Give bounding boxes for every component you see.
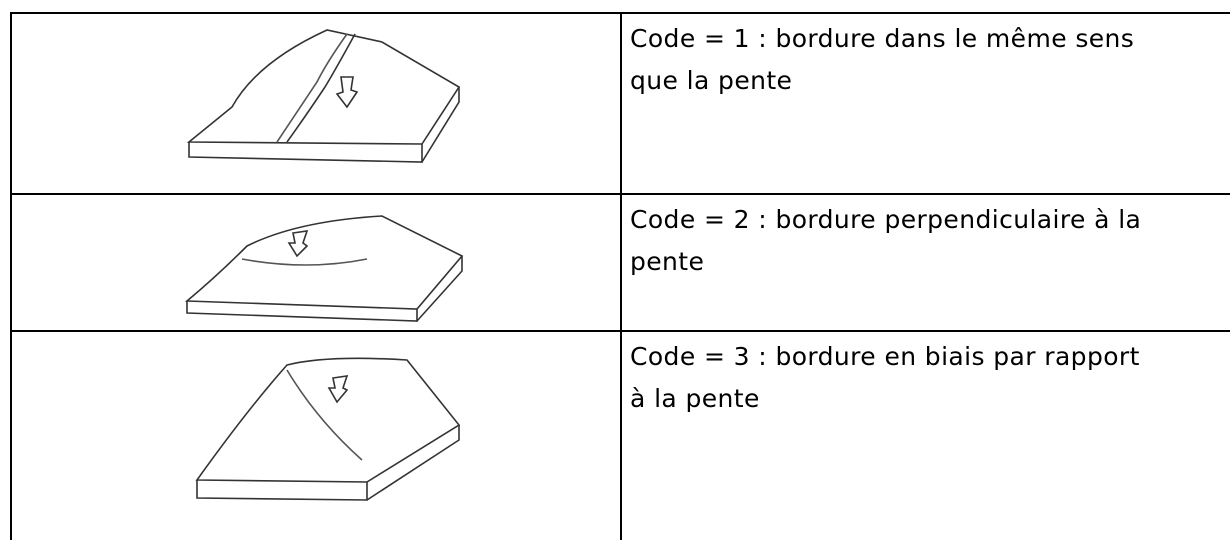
cell-text: pente	[630, 247, 705, 276]
cell-text: Code = 3 : bordure en biais par rapport	[630, 342, 1140, 371]
cell-text: Code = 2 : bordure perpendiculaire à la	[630, 205, 1142, 234]
cell-text: Code = 1 : bordure dans le même sens	[630, 24, 1135, 53]
text-cell: Code = 1 : bordure dans le même sens que…	[630, 18, 1230, 102]
table-row: Code = 3 : bordure en biais par rapport …	[10, 330, 1230, 540]
text-cell: Code = 3 : bordure en biais par rapport …	[630, 336, 1230, 420]
text-cell: Code = 2 : bordure perpendiculaire à la …	[630, 199, 1230, 283]
table-row: Code = 2 : bordure perpendiculaire à la …	[10, 193, 1230, 330]
slope-sketch-perpendicular	[184, 215, 464, 322]
table-row: Code = 1 : bordure dans le même sens que…	[10, 12, 1230, 193]
image-cell	[10, 14, 622, 193]
cell-text: que la pente	[630, 66, 793, 95]
slope-sketch-parallel	[186, 29, 461, 163]
table: Code = 1 : bordure dans le même sens que…	[10, 12, 1230, 540]
image-cell	[10, 332, 622, 540]
image-cell	[10, 195, 622, 330]
cell-text: à la pente	[630, 384, 760, 413]
page: Code = 1 : bordure dans le même sens que…	[10, 12, 1230, 540]
slope-sketch-oblique	[195, 357, 461, 501]
